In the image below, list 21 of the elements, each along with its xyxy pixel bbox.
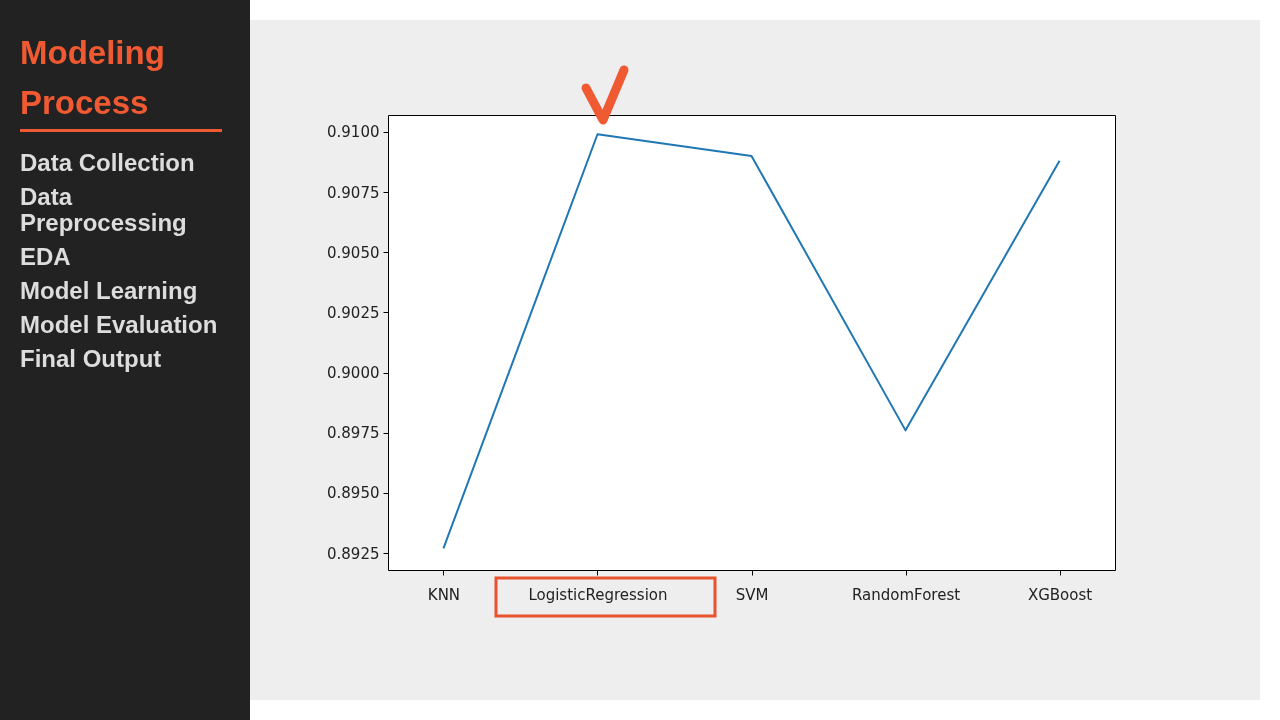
- text: Data Preprocessing: [20, 183, 188, 236]
- line-series: [442, 133, 1061, 550]
- x-tick-label: SVM: [735, 585, 769, 604]
- text: EDA: [20, 243, 72, 270]
- x-tick-label: KNN: [427, 585, 461, 604]
- text: Model Evaluation: [20, 311, 219, 338]
- text: Modeling Process: [20, 33, 166, 123]
- text: Model Learning: [20, 277, 199, 304]
- y-tick-label: 0.9000: [327, 364, 380, 383]
- y-tick-label: 0.9050: [327, 243, 380, 262]
- text: Data Collection: [20, 149, 196, 176]
- y-tick-label: 0.9100: [327, 123, 380, 142]
- x-tick-label: RandomForest: [851, 585, 961, 604]
- y-tick-label: 0.9025: [327, 303, 380, 322]
- text: Final Output: [20, 345, 163, 372]
- x-tick-label: XGBoost: [1027, 585, 1093, 604]
- y-tick-label: 0.9075: [327, 183, 380, 202]
- y-tick-label: 0.8975: [327, 424, 380, 443]
- y-tick-label: 0.8925: [327, 544, 380, 563]
- y-tick-label: 0.8950: [327, 484, 380, 503]
- x-tick-label: LogisticRegression: [528, 585, 668, 604]
